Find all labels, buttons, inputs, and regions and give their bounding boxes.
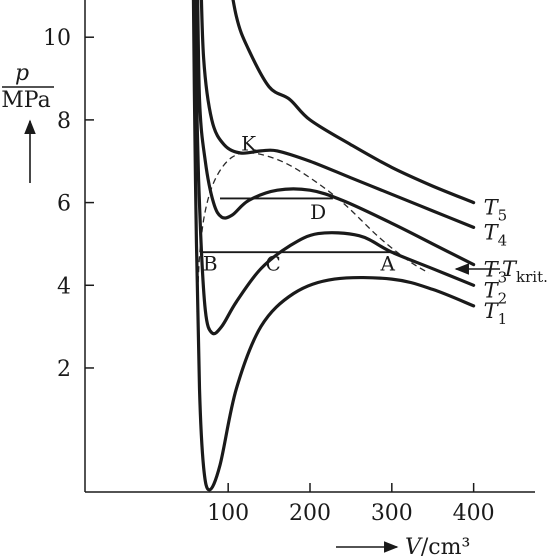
y-tick-label: 8: [57, 109, 71, 134]
y-tick-label: 4: [57, 274, 71, 299]
y-axis-label: p MPa: [1, 61, 54, 183]
series-label-t1: T1: [484, 299, 508, 328]
x-axis-symbol: V: [405, 535, 423, 560]
critical-temperature-label: Tkrit.: [502, 257, 548, 286]
point-label-d: D: [310, 200, 326, 224]
x-tick-label: 200: [289, 501, 331, 526]
point-label-k: K: [241, 132, 257, 156]
series-label-t2: T2: [484, 278, 508, 307]
x-ticks: 100 200 300 400: [207, 483, 495, 526]
isotherm-t2: [194, 0, 476, 336]
point-label-b: B: [203, 252, 218, 276]
y-tick-label: 10: [43, 26, 71, 51]
critical-marker: Tkrit.: [454, 257, 548, 286]
isotherm-t4: [199, 0, 476, 229]
x-axis-title: V/cm³: [405, 535, 470, 560]
x-tick-label: 300: [371, 501, 413, 526]
point-label-c: C: [266, 252, 281, 276]
isotherm-t5: [231, 0, 476, 205]
x-tick-label: 100: [207, 501, 249, 526]
isotherm-t1: [191, 0, 476, 492]
y-tick-label: 6: [57, 192, 71, 217]
x-axis-unit: /cm³: [421, 535, 470, 560]
isotherm-curves: [191, 0, 476, 492]
point-labels: K D B C A: [203, 132, 396, 276]
series-label-t4: T4: [484, 220, 508, 249]
isotherm-t3: [196, 0, 476, 267]
y-ticks: 2 4 6 8 10: [43, 26, 94, 382]
critical-symbol: T: [502, 257, 518, 281]
x-tick-label: 400: [453, 501, 495, 526]
x-axis-label: V/cm³: [336, 535, 470, 560]
y-axis-unit: MPa: [1, 88, 50, 113]
coexistence-curve: [196, 152, 429, 313]
y-axis-symbol: p: [15, 61, 29, 86]
critical-subscript: krit.: [516, 268, 548, 286]
axes: [84, 0, 535, 493]
tie-lines: [202, 197, 396, 254]
coexistence-dashed-curve: [196, 152, 429, 313]
series-label-t5: T5: [484, 196, 508, 225]
y-tick-label: 2: [57, 357, 71, 382]
point-label-a: A: [380, 252, 396, 276]
